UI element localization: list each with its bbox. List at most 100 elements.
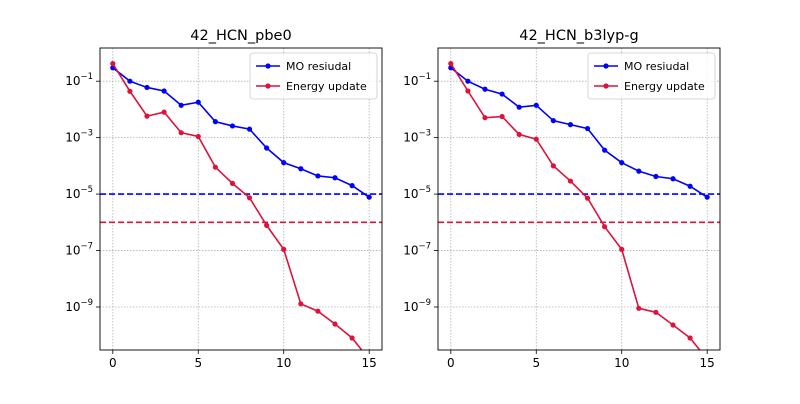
data-point (229, 123, 236, 129)
x-tick-label: 0 (447, 356, 455, 370)
data-point (144, 84, 150, 91)
series-line-2 (112, 63, 363, 350)
data-point (670, 176, 676, 182)
series-line-2 (450, 63, 701, 350)
data-point (332, 321, 338, 327)
data-point (602, 224, 608, 230)
data-point (212, 119, 218, 125)
data-point (161, 109, 167, 115)
data-point (448, 61, 454, 67)
legend-marker (603, 63, 609, 69)
y-tick-label: 10−1 (403, 72, 431, 88)
data-point (349, 183, 355, 189)
chart-panel-1: 0 5 10 15 10−9 10−7 10−5 10−3 10−1 42_HCN_pbe0 MO … (65, 28, 383, 370)
data-point (499, 91, 505, 97)
legend-box (249, 52, 378, 100)
y-tick-label: 10−5 (65, 185, 93, 201)
data-point (178, 130, 184, 136)
data-point (264, 222, 270, 228)
data-point (653, 173, 659, 180)
legend-marker (265, 83, 271, 89)
data-point (281, 246, 287, 252)
data-point (195, 99, 201, 105)
data-point (619, 246, 625, 252)
legend-marker (603, 83, 609, 89)
x-tick-label: 5 (194, 356, 202, 370)
legend-marker (265, 63, 271, 69)
axes-frame (99, 47, 383, 351)
y-tick-label: 10−7 (65, 242, 93, 258)
y-tick-label: 10−9 (403, 298, 431, 314)
data-point (584, 195, 591, 201)
data-point (670, 322, 676, 328)
data-point (516, 104, 522, 110)
data-point (281, 160, 287, 166)
legend: MO resiudal Energy update (249, 52, 378, 100)
data-point (567, 178, 574, 184)
data-point (349, 335, 355, 341)
legend-label: MO resiudal (624, 60, 689, 73)
data-point (298, 166, 304, 172)
data-point (499, 113, 505, 120)
data-point (482, 115, 488, 121)
data-point (366, 194, 372, 200)
data-point (704, 194, 710, 200)
data-point (482, 86, 488, 92)
data-point (127, 78, 133, 84)
y-tick-label: 10−1 (65, 72, 93, 88)
y-tick-label: 10−5 (403, 185, 431, 201)
data-point (315, 173, 321, 179)
data-point (144, 113, 150, 119)
chart-title: 42_HCN_b3lyp-g (519, 28, 639, 44)
data-point (298, 301, 304, 307)
series-line-1 (450, 67, 708, 198)
data-point (246, 126, 253, 132)
data-point (550, 118, 556, 124)
data-point (127, 88, 133, 94)
data-point (602, 147, 608, 153)
data-point (332, 175, 338, 181)
x-tick-label: 5 (532, 356, 540, 370)
x-tick-label: 15 (362, 356, 377, 370)
data-point (687, 183, 693, 189)
data-point (110, 61, 116, 67)
data-point (687, 335, 693, 341)
x-tick-label: 10 (276, 356, 291, 370)
plot-area (448, 61, 710, 350)
legend-label: Energy update (624, 80, 705, 93)
x-tick-label: 15 (700, 356, 715, 370)
x-tick-label: 10 (614, 356, 629, 370)
x-tick-label: 0 (109, 356, 117, 370)
y-tick-label: 10−3 (403, 129, 431, 145)
axes-frame (437, 47, 721, 351)
series-line-1 (112, 67, 370, 198)
data-point (584, 125, 591, 132)
data-point (246, 195, 253, 201)
plot-area (110, 61, 372, 350)
data-point (465, 88, 471, 94)
legend: MO resiudal Energy update (587, 52, 716, 100)
data-point (195, 133, 201, 140)
data-point (619, 160, 625, 166)
y-tick-label: 10−9 (65, 298, 93, 314)
data-point (567, 121, 574, 128)
data-point (161, 88, 167, 94)
data-point (636, 305, 642, 311)
data-point (533, 102, 539, 108)
data-point (533, 136, 539, 142)
chart-panel-2: 0 5 10 15 10−9 10−7 10−5 10−3 10−1 42_HCN_b3lyp-g… (403, 28, 721, 370)
data-point (516, 131, 522, 138)
data-point (636, 168, 642, 174)
legend-label: MO resiudal (286, 60, 351, 73)
y-tick-label: 10−7 (403, 242, 431, 258)
data-point (264, 145, 270, 151)
data-point (465, 78, 471, 84)
y-tick-label: 10−3 (65, 129, 93, 145)
data-point (550, 163, 556, 169)
data-point (229, 180, 236, 186)
chart-title: 42_HCN_pbe0 (190, 28, 291, 44)
data-point (178, 102, 184, 108)
data-point (212, 164, 218, 170)
